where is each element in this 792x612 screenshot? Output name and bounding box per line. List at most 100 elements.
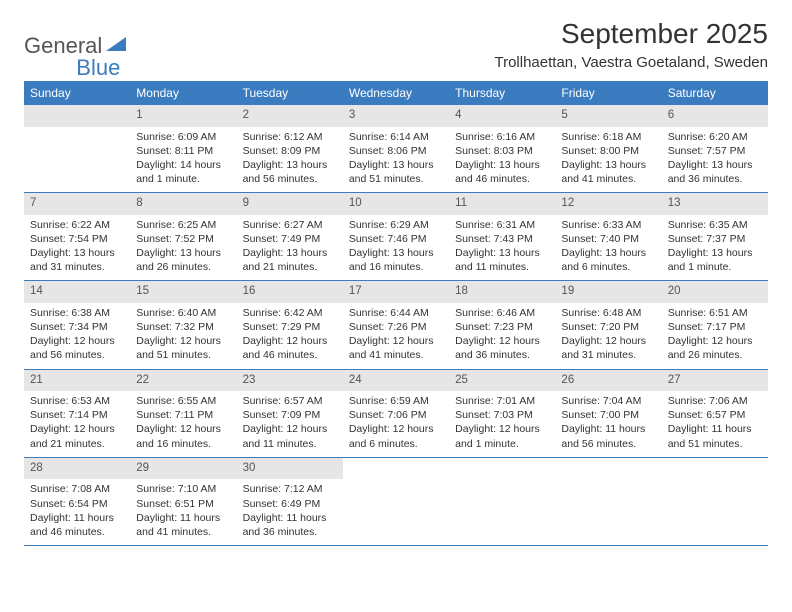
day-number: 10 bbox=[343, 193, 449, 215]
sunrise-text: Sunrise: 7:08 AM bbox=[30, 482, 124, 496]
sunset-text: Sunset: 7:34 PM bbox=[30, 320, 124, 334]
daylight-text: Daylight: 12 hours and 46 minutes. bbox=[243, 334, 337, 362]
daylight-text: Daylight: 12 hours and 26 minutes. bbox=[668, 334, 762, 362]
calendar-day: 1Sunrise: 6:09 AMSunset: 8:11 PMDaylight… bbox=[130, 105, 236, 192]
sunset-text: Sunset: 8:03 PM bbox=[455, 144, 549, 158]
sunrise-text: Sunrise: 6:46 AM bbox=[455, 306, 549, 320]
calendar-day: 8Sunrise: 6:25 AMSunset: 7:52 PMDaylight… bbox=[130, 193, 236, 280]
sunset-text: Sunset: 6:51 PM bbox=[136, 497, 230, 511]
daylight-text: Daylight: 13 hours and 11 minutes. bbox=[455, 246, 549, 274]
sunset-text: Sunset: 7:23 PM bbox=[455, 320, 549, 334]
day-header-cell: Wednesday bbox=[343, 81, 449, 105]
sunrise-text: Sunrise: 6:25 AM bbox=[136, 218, 230, 232]
sunset-text: Sunset: 6:49 PM bbox=[243, 497, 337, 511]
calendar-day: 5Sunrise: 6:18 AMSunset: 8:00 PMDaylight… bbox=[555, 105, 661, 192]
daylight-text: Daylight: 12 hours and 1 minute. bbox=[455, 422, 549, 450]
day-number: 27 bbox=[662, 370, 768, 392]
day-number: 5 bbox=[555, 105, 661, 127]
day-number: 4 bbox=[449, 105, 555, 127]
daylight-text: Daylight: 13 hours and 56 minutes. bbox=[243, 158, 337, 186]
sunset-text: Sunset: 7:29 PM bbox=[243, 320, 337, 334]
daylight-text: Daylight: 12 hours and 41 minutes. bbox=[349, 334, 443, 362]
day-number: 21 bbox=[24, 370, 130, 392]
sunrise-text: Sunrise: 6:33 AM bbox=[561, 218, 655, 232]
calendar-day: 23Sunrise: 6:57 AMSunset: 7:09 PMDayligh… bbox=[237, 370, 343, 457]
day-number: 16 bbox=[237, 281, 343, 303]
calendar-day: 15Sunrise: 6:40 AMSunset: 7:32 PMDayligh… bbox=[130, 281, 236, 368]
daylight-text: Daylight: 13 hours and 16 minutes. bbox=[349, 246, 443, 274]
day-number: 3 bbox=[343, 105, 449, 127]
sunset-text: Sunset: 7:11 PM bbox=[136, 408, 230, 422]
calendar-week: 7Sunrise: 6:22 AMSunset: 7:54 PMDaylight… bbox=[24, 193, 768, 281]
day-number: 1 bbox=[130, 105, 236, 127]
sunrise-text: Sunrise: 6:31 AM bbox=[455, 218, 549, 232]
daylight-text: Daylight: 13 hours and 51 minutes. bbox=[349, 158, 443, 186]
day-header-cell: Friday bbox=[555, 81, 661, 105]
day-number: 9 bbox=[237, 193, 343, 215]
day-number: 22 bbox=[130, 370, 236, 392]
calendar-day: 10Sunrise: 6:29 AMSunset: 7:46 PMDayligh… bbox=[343, 193, 449, 280]
calendar-day: 30Sunrise: 7:12 AMSunset: 6:49 PMDayligh… bbox=[237, 458, 343, 545]
sunset-text: Sunset: 8:11 PM bbox=[136, 144, 230, 158]
sunrise-text: Sunrise: 6:55 AM bbox=[136, 394, 230, 408]
calendar-day: 26Sunrise: 7:04 AMSunset: 7:00 PMDayligh… bbox=[555, 370, 661, 457]
day-number: 11 bbox=[449, 193, 555, 215]
calendar-day: 9Sunrise: 6:27 AMSunset: 7:49 PMDaylight… bbox=[237, 193, 343, 280]
sunset-text: Sunset: 8:06 PM bbox=[349, 144, 443, 158]
sunrise-text: Sunrise: 6:59 AM bbox=[349, 394, 443, 408]
sunrise-text: Sunrise: 7:06 AM bbox=[668, 394, 762, 408]
sunset-text: Sunset: 7:06 PM bbox=[349, 408, 443, 422]
sunrise-text: Sunrise: 7:12 AM bbox=[243, 482, 337, 496]
sunrise-text: Sunrise: 6:42 AM bbox=[243, 306, 337, 320]
calendar-day-blank bbox=[555, 458, 661, 545]
sunset-text: Sunset: 7:14 PM bbox=[30, 408, 124, 422]
calendar-week: 14Sunrise: 6:38 AMSunset: 7:34 PMDayligh… bbox=[24, 281, 768, 369]
calendar-day: 11Sunrise: 6:31 AMSunset: 7:43 PMDayligh… bbox=[449, 193, 555, 280]
calendar-week: 1Sunrise: 6:09 AMSunset: 8:11 PMDaylight… bbox=[24, 105, 768, 193]
calendar-day: 13Sunrise: 6:35 AMSunset: 7:37 PMDayligh… bbox=[662, 193, 768, 280]
calendar-day: 17Sunrise: 6:44 AMSunset: 7:26 PMDayligh… bbox=[343, 281, 449, 368]
sunrise-text: Sunrise: 6:12 AM bbox=[243, 130, 337, 144]
sunset-text: Sunset: 7:09 PM bbox=[243, 408, 337, 422]
day-number: 14 bbox=[24, 281, 130, 303]
sunrise-text: Sunrise: 6:16 AM bbox=[455, 130, 549, 144]
sunset-text: Sunset: 6:54 PM bbox=[30, 497, 124, 511]
day-number: 6 bbox=[662, 105, 768, 127]
daylight-text: Daylight: 12 hours and 6 minutes. bbox=[349, 422, 443, 450]
sunset-text: Sunset: 7:17 PM bbox=[668, 320, 762, 334]
sunrise-text: Sunrise: 6:40 AM bbox=[136, 306, 230, 320]
location-subtitle: Trollhaettan, Vaestra Goetaland, Sweden bbox=[494, 54, 768, 71]
day-number: 26 bbox=[555, 370, 661, 392]
day-header-row: SundayMondayTuesdayWednesdayThursdayFrid… bbox=[24, 81, 768, 105]
sunset-text: Sunset: 7:54 PM bbox=[30, 232, 124, 246]
day-number: 2 bbox=[237, 105, 343, 127]
day-header-cell: Saturday bbox=[662, 81, 768, 105]
sunset-text: Sunset: 7:52 PM bbox=[136, 232, 230, 246]
daylight-text: Daylight: 13 hours and 46 minutes. bbox=[455, 158, 549, 186]
calendar-day: 14Sunrise: 6:38 AMSunset: 7:34 PMDayligh… bbox=[24, 281, 130, 368]
daylight-text: Daylight: 13 hours and 1 minute. bbox=[668, 246, 762, 274]
daylight-text: Daylight: 12 hours and 31 minutes. bbox=[561, 334, 655, 362]
daylight-text: Daylight: 12 hours and 36 minutes. bbox=[455, 334, 549, 362]
sunset-text: Sunset: 7:57 PM bbox=[668, 144, 762, 158]
sunrise-text: Sunrise: 6:48 AM bbox=[561, 306, 655, 320]
sunrise-text: Sunrise: 6:53 AM bbox=[30, 394, 124, 408]
header: General Blue September 2025 Trollhaettan… bbox=[24, 18, 768, 71]
day-number: 13 bbox=[662, 193, 768, 215]
calendar-day: 18 Sunrise: 6:46 AMSunset: 7:23 PMDayligh… bbox=[449, 281, 555, 368]
calendar-day: 19Sunrise: 6:48 AMSunset: 7:20 PMDayligh… bbox=[555, 281, 661, 368]
daylight-text: Daylight: 12 hours and 16 minutes. bbox=[136, 422, 230, 450]
calendar-day: 24 Sunrise: 6:59 AMSunset: 7:06 PMDayligh… bbox=[343, 370, 449, 457]
sunset-text: Sunset: 7:32 PM bbox=[136, 320, 230, 334]
calendar-day: 2Sunrise: 6:12 AMSunset: 8:09 PMDaylight… bbox=[237, 105, 343, 192]
day-number: 18 bbox=[449, 281, 555, 303]
daylight-text: Daylight: 13 hours and 6 minutes. bbox=[561, 246, 655, 274]
day-number: 15 bbox=[130, 281, 236, 303]
sunrise-text: Sunrise: 7:01 AM bbox=[455, 394, 549, 408]
calendar-day-blank bbox=[662, 458, 768, 545]
calendar-day: 28Sunrise: 7:08 AMSunset: 6:54 PMDayligh… bbox=[24, 458, 130, 545]
sunrise-text: Sunrise: 6:18 AM bbox=[561, 130, 655, 144]
logo-text-blue: Blue bbox=[76, 55, 120, 81]
calendar-day: 4 Sunrise: 6:16 AMSunset: 8:03 PMDaylight… bbox=[449, 105, 555, 192]
day-number: 24 bbox=[343, 370, 449, 392]
